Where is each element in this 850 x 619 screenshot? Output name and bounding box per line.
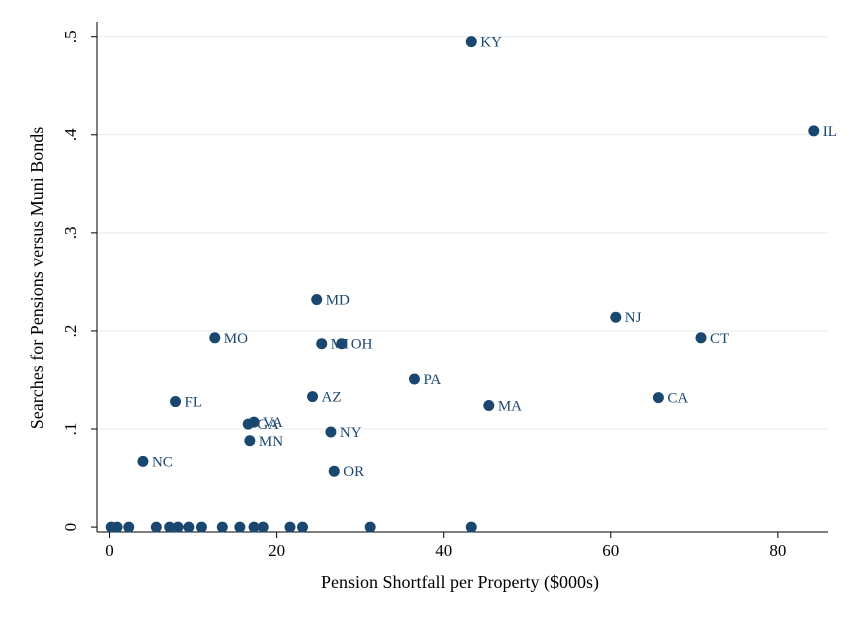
y-tick-label-5: .5	[61, 30, 80, 43]
point-label-or: OR	[343, 464, 364, 480]
data-point-pa	[408, 373, 420, 385]
point-label-mi: MI	[331, 337, 349, 353]
data-point-ca	[652, 392, 664, 404]
data-point-md	[311, 294, 323, 306]
y-tick-label-1: .1	[61, 423, 80, 436]
point-label-ca: CA	[667, 391, 688, 407]
point-label-fl: FL	[185, 395, 203, 411]
data-point-34	[465, 521, 477, 533]
x-axis-title: Pension Shortfall per Property ($000s)	[321, 572, 599, 593]
data-point-fl	[170, 396, 182, 408]
point-label-ny: NY	[340, 425, 362, 441]
data-points	[105, 36, 820, 533]
data-point-nc	[137, 455, 149, 467]
y-axis-title: Searches for Pensions versus Muni Bonds	[27, 127, 47, 429]
data-point-ma	[483, 399, 495, 411]
data-point-ky	[465, 36, 477, 48]
data-point-il	[808, 125, 820, 137]
data-point-23	[164, 521, 176, 533]
data-point-or	[328, 465, 340, 477]
axes	[96, 22, 828, 533]
x-tick-label-3: 60	[602, 541, 619, 560]
x-tick-label-4: 80	[769, 541, 786, 560]
point-label-ct: CT	[710, 331, 729, 347]
point-label-ky: KY	[480, 35, 502, 51]
data-point-oh	[336, 338, 348, 350]
data-point-33	[364, 521, 376, 533]
data-point-28	[234, 521, 246, 533]
point-label-va: VA	[263, 415, 283, 431]
y-tick-label-3: .3	[61, 226, 80, 239]
point-label-ma: MA	[498, 398, 522, 414]
data-point-ct	[695, 332, 707, 344]
point-label-az: AZ	[322, 390, 342, 406]
data-point-27	[216, 521, 228, 533]
data-point-21	[123, 521, 135, 533]
data-point-az	[307, 391, 319, 403]
point-label-oh: OH	[351, 337, 373, 353]
data-point-29	[248, 521, 260, 533]
point-label-pa: PA	[423, 372, 441, 388]
point-label-nc: NC	[152, 454, 173, 470]
data-point-24	[172, 521, 184, 533]
data-point-22	[150, 521, 162, 533]
y-tick-label-2: .2	[61, 325, 80, 338]
point-label-mn: MN	[259, 434, 283, 450]
data-point-26	[195, 521, 207, 533]
point-label-nj: NJ	[625, 310, 642, 326]
grid-lines	[97, 36, 828, 430]
data-point-25	[183, 521, 195, 533]
ticks: 0 .1 .2 .3 .4 .5 0 20 40 60 80	[61, 30, 786, 560]
point-label-il: IL	[823, 124, 837, 140]
data-point-ga	[242, 418, 254, 430]
data-point-mo	[209, 332, 221, 344]
point-label-mo: MO	[224, 331, 248, 347]
data-point-32	[297, 521, 309, 533]
y-tick-label-4: .4	[61, 128, 80, 141]
data-point-31	[284, 521, 296, 533]
point-label-md: MD	[326, 293, 350, 309]
data-point-30	[257, 521, 269, 533]
point-label-ga: GA	[257, 417, 279, 433]
data-point-mn	[244, 435, 256, 447]
y-tick-label-0: 0	[61, 523, 80, 532]
x-tick-label-2: 40	[435, 541, 452, 560]
x-tick-label-0: 0	[105, 541, 114, 560]
data-point-20	[111, 521, 123, 533]
x-tick-label-1: 20	[268, 541, 285, 560]
data-point-nj	[610, 311, 622, 323]
data-point-ny	[325, 426, 337, 438]
data-point-mi	[316, 338, 328, 350]
